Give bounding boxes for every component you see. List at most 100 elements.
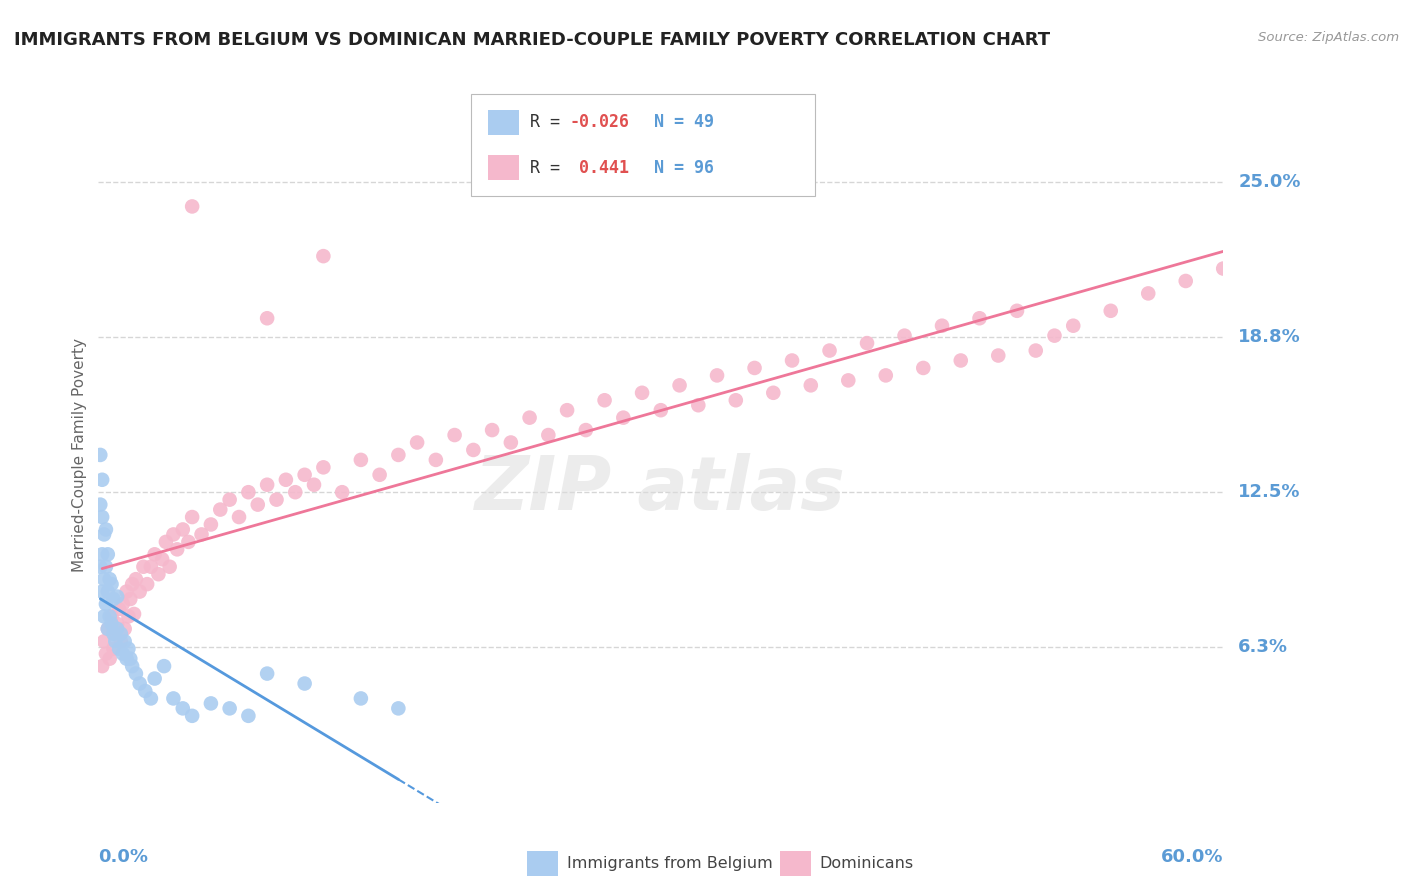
- Point: [103, 641, 125, 656]
- Point: [762, 385, 785, 400]
- Point: [190, 527, 212, 541]
- Point: [218, 701, 240, 715]
- Point: [89, 498, 111, 512]
- Point: [1062, 318, 1084, 333]
- Point: [238, 708, 260, 723]
- Point: [132, 559, 155, 574]
- Point: [153, 659, 176, 673]
- Point: [98, 651, 121, 665]
- Point: [555, 403, 578, 417]
- Point: [856, 336, 879, 351]
- Point: [650, 403, 672, 417]
- Point: [800, 378, 823, 392]
- Point: [481, 423, 503, 437]
- Text: N = 49: N = 49: [634, 113, 714, 131]
- Point: [499, 435, 522, 450]
- Point: [104, 627, 127, 641]
- Point: [631, 385, 654, 400]
- Point: [519, 410, 541, 425]
- Text: 18.8%: 18.8%: [1239, 328, 1301, 346]
- Point: [104, 634, 127, 648]
- Point: [94, 559, 117, 574]
- Point: [177, 534, 200, 549]
- Point: [94, 647, 117, 661]
- Point: [98, 609, 121, 624]
- Point: [387, 701, 409, 715]
- Point: [162, 527, 184, 541]
- Point: [724, 393, 747, 408]
- Point: [97, 547, 120, 561]
- Point: [706, 368, 728, 383]
- Point: [94, 597, 117, 611]
- Point: [103, 627, 125, 641]
- Point: [593, 393, 616, 408]
- Point: [93, 572, 115, 586]
- Point: [125, 572, 148, 586]
- Point: [1174, 274, 1197, 288]
- Point: [128, 676, 150, 690]
- Point: [100, 577, 122, 591]
- Point: [115, 651, 138, 665]
- Point: [103, 592, 125, 607]
- Point: [105, 590, 128, 604]
- Point: [256, 666, 278, 681]
- Text: Dominicans: Dominicans: [820, 856, 914, 871]
- Point: [120, 592, 142, 607]
- Point: [949, 353, 972, 368]
- Point: [612, 410, 634, 425]
- Point: [120, 651, 142, 665]
- Point: [284, 485, 307, 500]
- Point: [969, 311, 991, 326]
- Text: Immigrants from Belgium: Immigrants from Belgium: [567, 856, 772, 871]
- Point: [91, 659, 114, 673]
- Point: [912, 361, 935, 376]
- Point: [266, 492, 288, 507]
- Point: [111, 647, 134, 661]
- Point: [200, 697, 222, 711]
- Point: [274, 473, 297, 487]
- Text: 0.441: 0.441: [569, 159, 630, 177]
- Point: [1025, 343, 1047, 358]
- Point: [91, 510, 114, 524]
- Text: IMMIGRANTS FROM BELGIUM VS DOMINICAN MARRIED-COUPLE FAMILY POVERTY CORRELATION C: IMMIGRANTS FROM BELGIUM VS DOMINICAN MAR…: [14, 31, 1050, 49]
- Point: [1043, 328, 1066, 343]
- Point: [91, 584, 114, 599]
- Point: [128, 584, 150, 599]
- Point: [875, 368, 897, 383]
- Point: [136, 577, 159, 591]
- Point: [166, 542, 188, 557]
- Point: [1212, 261, 1234, 276]
- Point: [1137, 286, 1160, 301]
- Point: [463, 442, 485, 457]
- Point: [115, 584, 138, 599]
- Point: [93, 527, 115, 541]
- Point: [181, 510, 204, 524]
- Point: [246, 498, 269, 512]
- Point: [100, 609, 122, 624]
- Point: [330, 485, 353, 500]
- Point: [111, 597, 134, 611]
- Point: [93, 609, 115, 624]
- Point: [89, 448, 111, 462]
- Point: [837, 373, 859, 387]
- Point: [110, 627, 132, 641]
- Point: [744, 361, 766, 376]
- Text: ZIP atlas: ZIP atlas: [475, 453, 846, 526]
- Point: [818, 343, 841, 358]
- Point: [256, 477, 278, 491]
- Text: 6.3%: 6.3%: [1239, 639, 1288, 657]
- Text: 0.0%: 0.0%: [98, 847, 149, 865]
- Text: N = 96: N = 96: [634, 159, 714, 177]
- Point: [91, 473, 114, 487]
- Point: [987, 349, 1010, 363]
- Point: [425, 453, 447, 467]
- Point: [91, 547, 114, 561]
- Point: [148, 567, 170, 582]
- Point: [218, 492, 240, 507]
- Point: [228, 510, 250, 524]
- Point: [117, 641, 139, 656]
- Point: [114, 634, 136, 648]
- Point: [105, 622, 128, 636]
- Point: [443, 428, 465, 442]
- Point: [893, 328, 915, 343]
